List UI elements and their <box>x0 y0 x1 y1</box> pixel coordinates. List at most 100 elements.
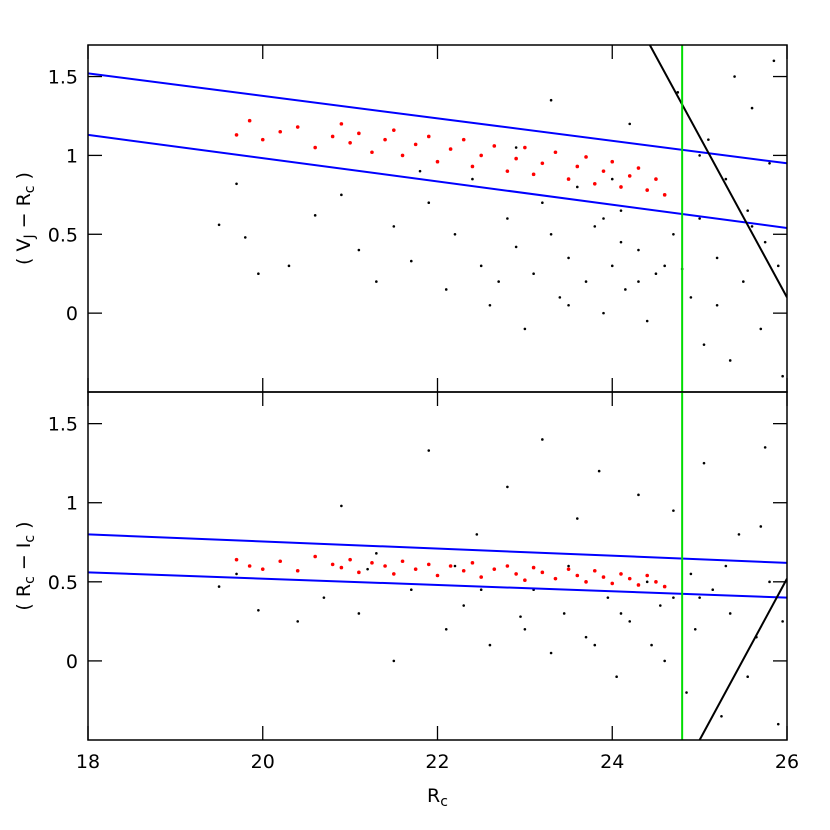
point <box>566 177 571 181</box>
point <box>776 264 780 268</box>
point <box>662 584 667 589</box>
point <box>654 272 658 276</box>
point <box>601 169 606 173</box>
point <box>448 147 453 151</box>
point <box>234 133 239 137</box>
subscript: c <box>440 794 448 810</box>
point <box>562 612 566 615</box>
point <box>426 562 431 567</box>
label-part: ( R <box>13 584 35 611</box>
label-part: R <box>427 785 440 807</box>
label-part: − R <box>13 193 35 234</box>
point <box>742 280 745 283</box>
point <box>593 225 597 228</box>
point <box>576 185 579 189</box>
point <box>296 620 300 623</box>
subscript: c <box>22 185 38 193</box>
point <box>654 580 658 584</box>
point <box>413 142 418 147</box>
point <box>479 153 483 158</box>
point <box>235 182 238 186</box>
x-tick-label: 24 <box>600 751 624 773</box>
label-part: − I <box>13 543 35 577</box>
point <box>392 225 396 228</box>
point <box>592 568 597 573</box>
point <box>462 604 466 607</box>
point <box>659 604 662 607</box>
point <box>278 559 283 564</box>
point <box>602 311 605 315</box>
label-part: ( V <box>13 239 35 265</box>
point <box>584 635 588 639</box>
point <box>772 59 776 63</box>
point <box>375 280 378 283</box>
point <box>672 232 675 236</box>
point <box>610 581 615 586</box>
point <box>558 296 562 299</box>
point <box>636 166 641 170</box>
point <box>553 150 558 155</box>
label-part: ) <box>13 521 35 534</box>
point <box>295 125 300 129</box>
point <box>724 564 728 568</box>
point <box>392 572 396 576</box>
point <box>461 137 466 142</box>
point <box>488 643 492 647</box>
point <box>357 248 361 252</box>
point <box>523 145 527 150</box>
point <box>662 193 667 197</box>
point <box>685 691 688 694</box>
point <box>392 659 396 663</box>
point <box>418 169 422 173</box>
reference-line <box>88 133 787 229</box>
point <box>601 575 606 579</box>
point <box>366 567 369 571</box>
point <box>426 134 431 139</box>
point <box>479 264 483 268</box>
point <box>619 209 623 212</box>
y-tick-label: 1.5 <box>48 414 78 436</box>
point <box>619 185 623 189</box>
point <box>435 159 440 164</box>
point <box>576 517 579 520</box>
point <box>781 620 784 623</box>
point <box>553 576 558 581</box>
point <box>357 612 361 615</box>
point <box>488 303 492 307</box>
point <box>610 264 614 268</box>
point <box>650 643 653 647</box>
point <box>750 106 754 110</box>
point <box>540 161 545 166</box>
point <box>720 714 723 718</box>
point <box>287 264 291 268</box>
point <box>234 557 239 562</box>
point <box>427 449 431 452</box>
point <box>444 627 448 631</box>
y-tick-label: 0.5 <box>48 572 78 594</box>
point <box>348 140 352 145</box>
point <box>339 565 344 570</box>
point <box>715 303 719 307</box>
point <box>235 572 238 576</box>
point <box>444 288 448 291</box>
point <box>348 557 352 562</box>
subscript: c <box>22 535 38 543</box>
point <box>400 559 405 564</box>
point <box>693 627 697 631</box>
point <box>628 122 632 126</box>
point <box>531 172 536 177</box>
point <box>475 533 479 536</box>
point <box>392 128 396 132</box>
point <box>776 722 780 726</box>
point <box>707 138 710 141</box>
point <box>549 98 553 102</box>
point <box>628 620 632 623</box>
point <box>322 596 326 599</box>
reference-line <box>698 578 787 740</box>
point <box>698 596 701 599</box>
point <box>763 446 767 449</box>
point <box>383 564 387 568</box>
point <box>619 612 623 615</box>
subscript: c <box>22 576 38 584</box>
